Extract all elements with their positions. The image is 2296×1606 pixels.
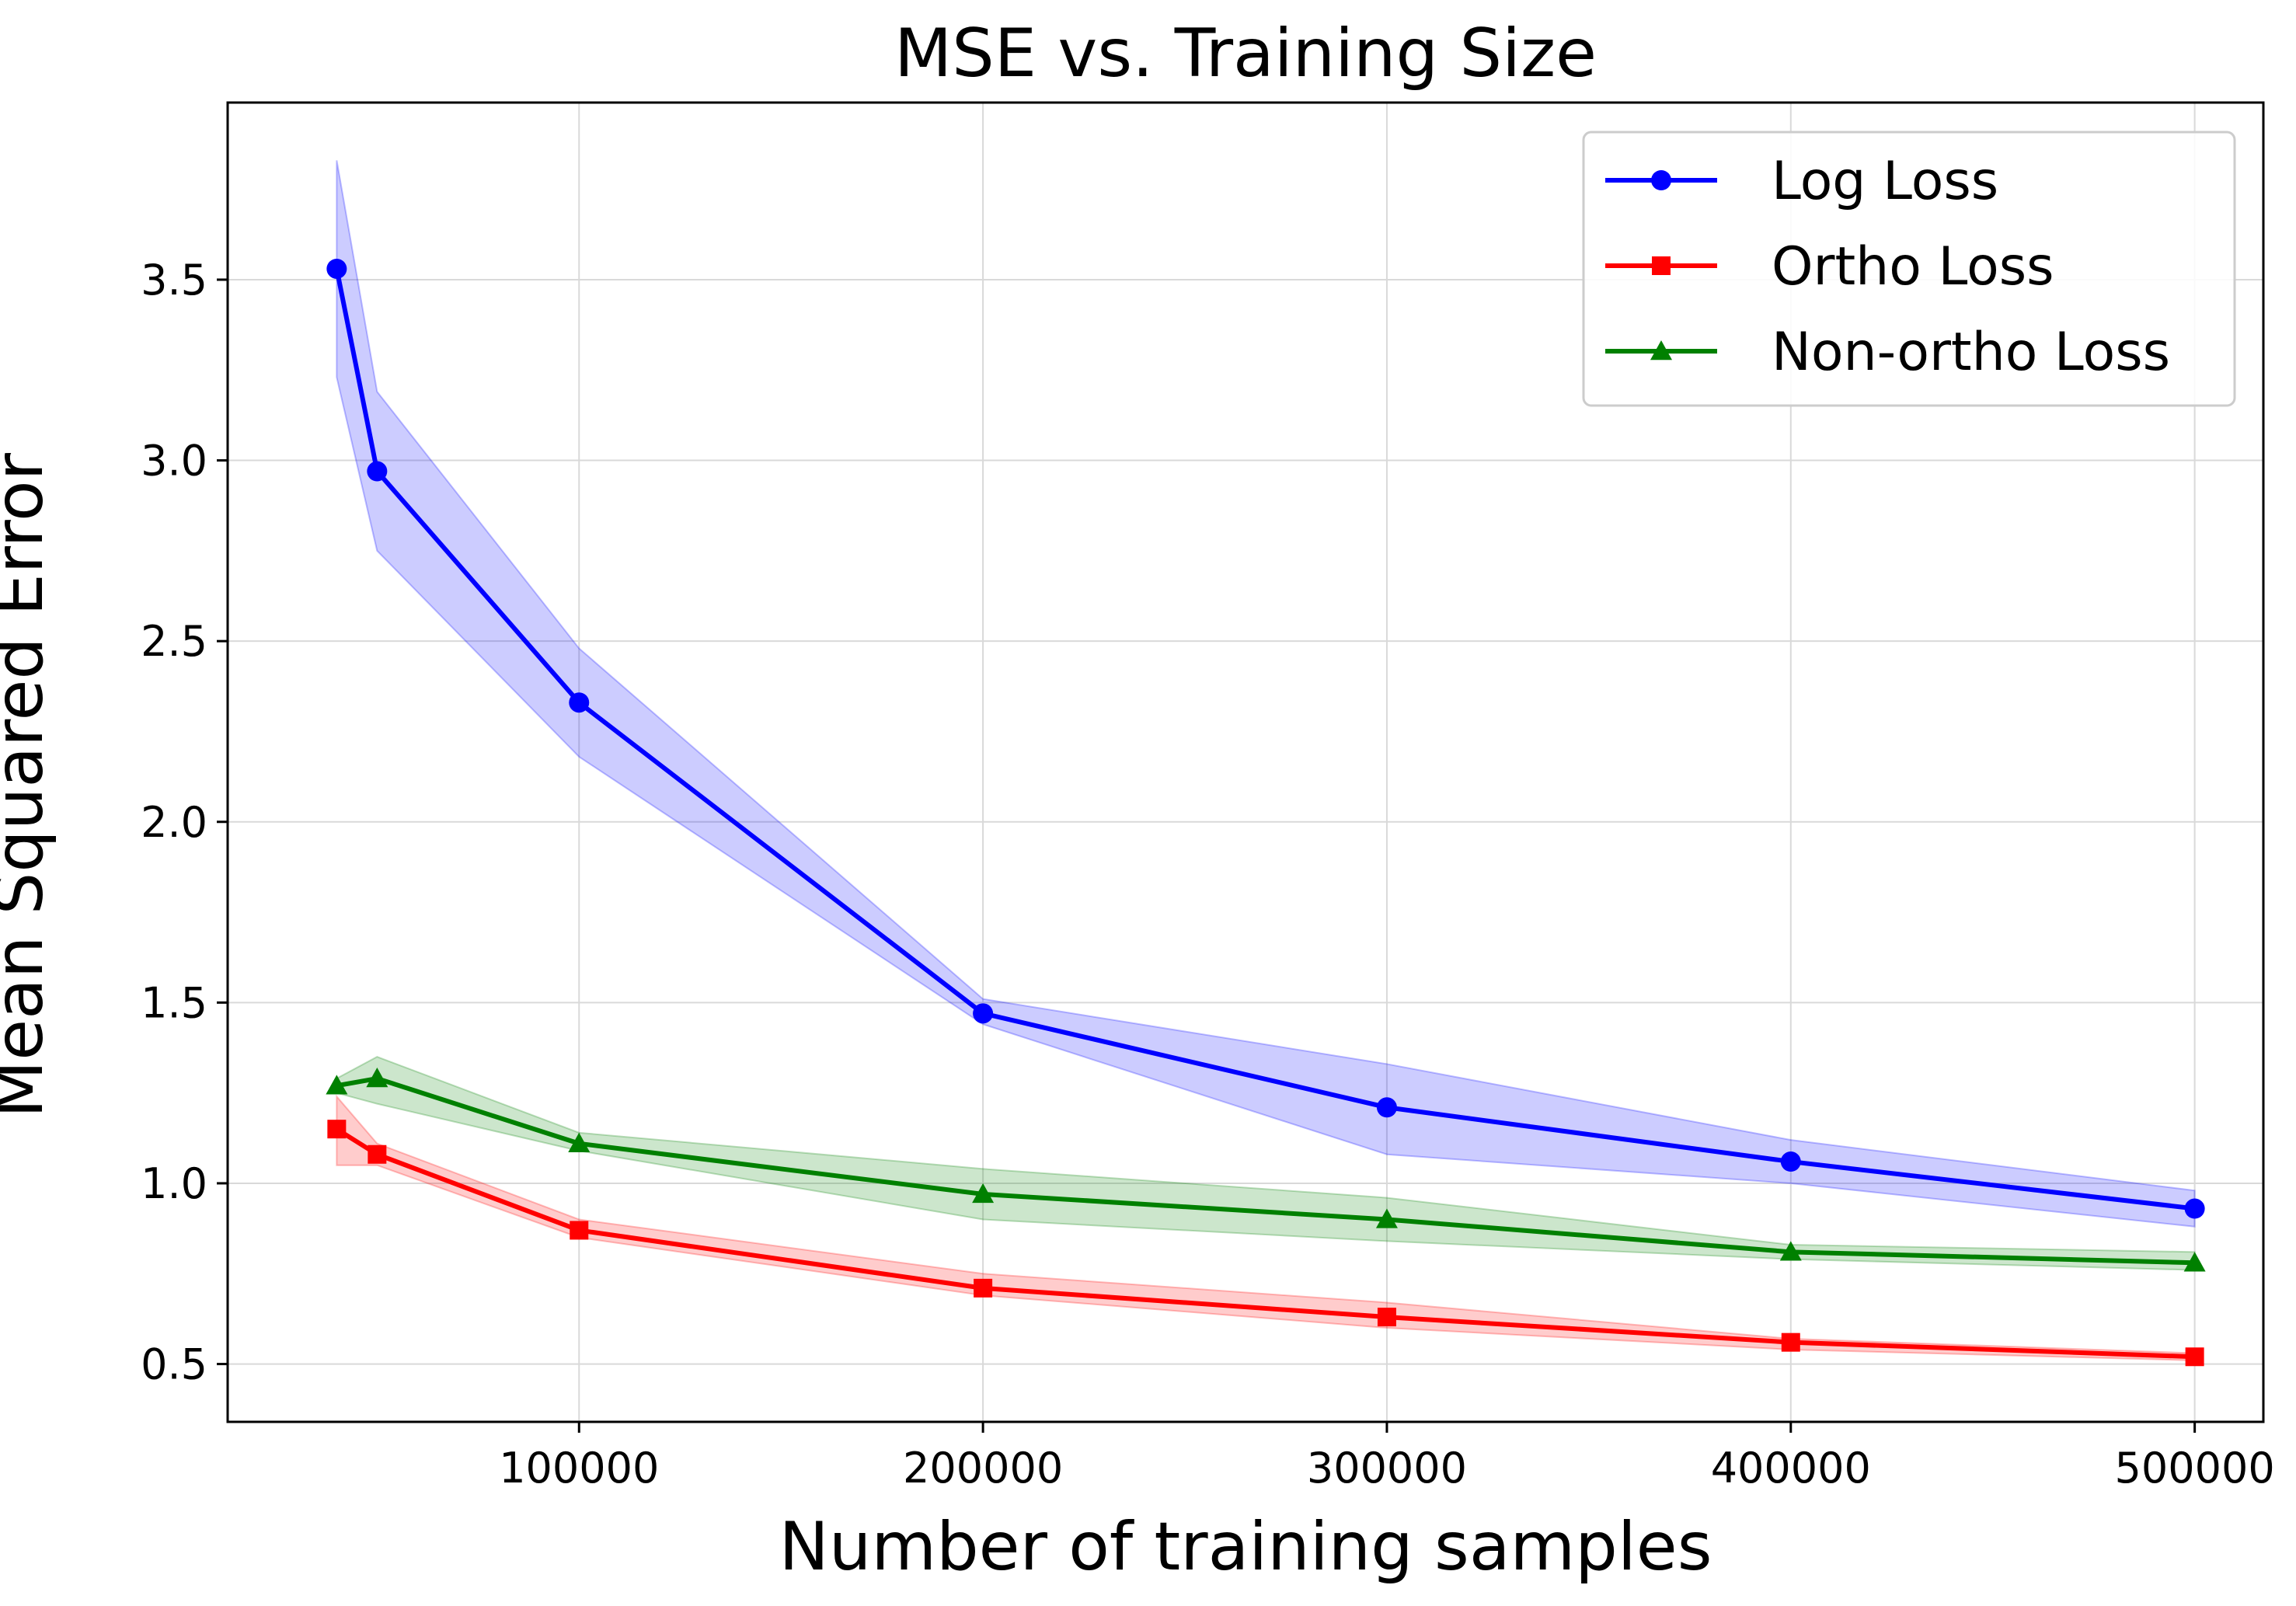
log-loss-point [2184,1198,2205,1219]
legend-log-loss-marker [1651,170,1671,190]
x-axis-title: Number of training samples [779,1508,1712,1586]
non-ortho-loss-point [2183,1252,2206,1272]
legend: Log Loss Ortho Loss Non-ortho Loss [1582,131,2236,407]
y-tick-label: 3.0 [141,437,207,486]
non-ortho-loss-point [568,1132,591,1152]
log-loss-point [973,1003,994,1024]
legend-ortho-loss-marker [1652,256,1671,275]
log-loss-point [1780,1151,1801,1172]
non-ortho-loss-point [366,1068,388,1088]
non-ortho-loss-point [326,1075,348,1095]
x-tick-label: 400000 [1711,1444,1871,1493]
ortho-loss-point [1377,1308,1396,1327]
grid [228,103,2263,1422]
ortho-loss-point [2185,1347,2204,1367]
non-ortho-loss-point [972,1183,995,1204]
log-loss-band [336,160,2196,1228]
ortho-loss-point [570,1221,589,1240]
chart-title: MSE vs. Training Size [894,15,1597,92]
ortho-loss-point [327,1120,347,1139]
y-tick-label: 1.0 [141,1159,207,1208]
log-loss-point [326,258,347,279]
ortho-loss-point [974,1278,993,1298]
non-ortho-loss-point [1779,1241,1802,1261]
legend-non-ortho-loss-label: Non-ortho Loss [1772,322,2170,383]
y-tick-label: 2.5 [141,617,207,666]
legend-ortho-loss-label: Ortho Loss [1772,236,2054,298]
log-loss-point [367,461,388,482]
non-ortho-loss-point [1375,1208,1398,1228]
ortho-loss-point [368,1144,387,1164]
y-tick-label: 1.5 [141,978,207,1027]
legend-non-ortho-loss-marker [1650,340,1672,361]
x-tick-label: 500000 [2115,1444,2275,1493]
y-tick-label: 2.0 [141,798,207,847]
series-markers [326,258,2206,1367]
x-tick-label: 200000 [903,1444,1063,1493]
legend-box [1582,131,2236,407]
plot-frame [226,101,2265,1423]
legend-log-loss-label: Log Loss [1772,151,1998,212]
y-tick-label: 0.5 [141,1340,207,1389]
y-tick-label: 3.5 [141,256,207,305]
y-axis-title: Mean Squared Error [0,452,58,1118]
x-tick-label: 300000 [1307,1444,1467,1493]
log-loss-point [569,692,590,713]
log-loss-point [1376,1097,1397,1118]
ortho-loss-point [1781,1333,1800,1352]
axis-ticks: 100000 200000 300000 400000 500000 0.5 1.0 1.5 2… [141,256,2275,1493]
x-tick-label: 100000 [499,1444,659,1493]
